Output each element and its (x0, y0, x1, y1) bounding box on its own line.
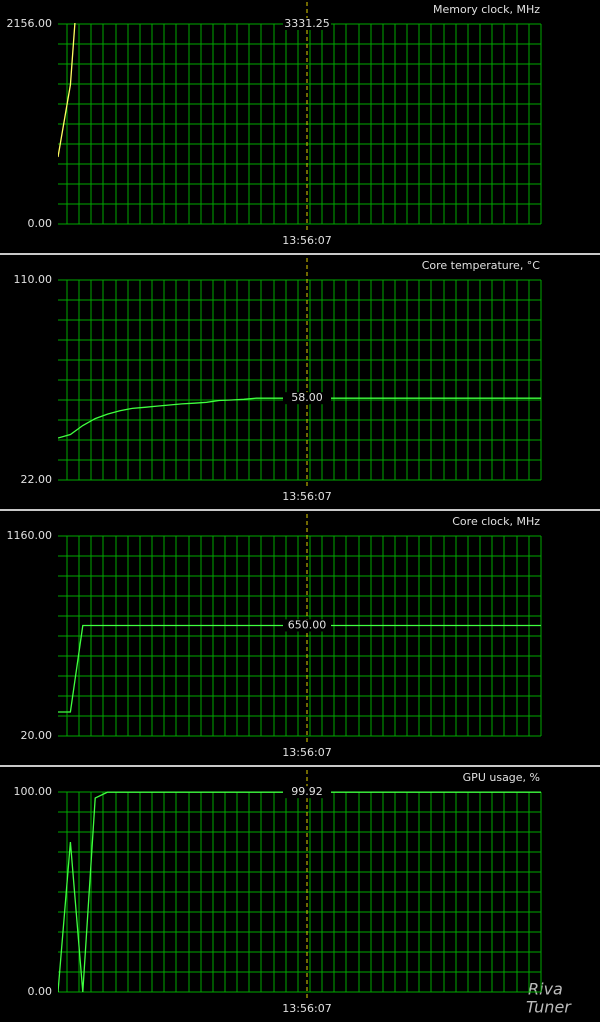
y-tick-label: 2156.00 (7, 17, 53, 30)
cursor-value: 58.00 (291, 391, 323, 404)
y-tick-label: 20.00 (21, 729, 53, 742)
cursor-time: 13:56:07 (282, 1002, 331, 1015)
cursor-value: 99.92 (291, 785, 323, 798)
separator (0, 509, 600, 511)
cursor-time: 13:56:07 (282, 746, 331, 759)
cursor-label-bg (283, 18, 331, 30)
cursor-time: 13:56:07 (282, 490, 331, 503)
cursor-value: 650.00 (288, 618, 327, 631)
y-tick-label: 22.00 (21, 473, 53, 486)
chart-title: Memory clock, MHz (433, 3, 540, 16)
chart-title: GPU usage, % (463, 771, 540, 784)
y-tick-label: 0.00 (28, 217, 53, 230)
cursor-time: 13:56:07 (282, 234, 331, 247)
cursor-value: 3331.25 (284, 17, 330, 30)
cursor-label-bg (283, 392, 331, 405)
separator (0, 765, 600, 767)
y-tick-label: 1160.00 (7, 529, 53, 542)
cursor-label-bg (283, 619, 331, 632)
logo: Tuner (526, 998, 572, 1017)
chart-title: Core clock, MHz (452, 515, 540, 528)
y-tick-label: 110.00 (14, 273, 53, 286)
chart-title: Core temperature, °C (422, 259, 541, 272)
y-tick-label: 100.00 (14, 785, 53, 798)
cursor-label-bg (283, 786, 331, 799)
y-tick-label: 0.00 (28, 985, 53, 998)
logo: Riva (528, 980, 563, 999)
separator (0, 253, 600, 255)
